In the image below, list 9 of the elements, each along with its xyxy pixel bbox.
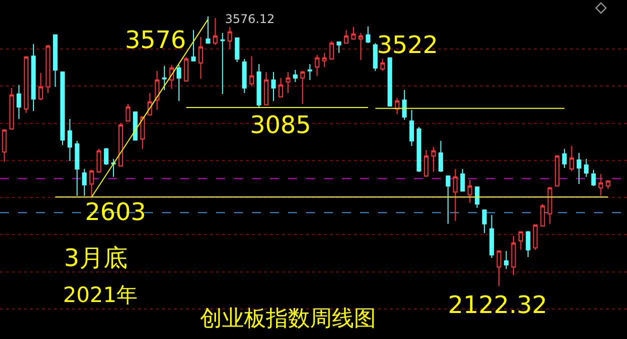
text: 创业板指数周线图 [200, 306, 376, 332]
annotation: 2122.32 [448, 291, 548, 319]
annotation: 2021年 [63, 283, 138, 307]
annotation: 3576 [125, 26, 186, 54]
annotation: 3085 [250, 111, 312, 139]
annotation: 3576.12 [225, 12, 275, 26]
annotation: 3522 [377, 31, 438, 59]
annotation: 2603 [85, 198, 146, 226]
annotation: 3月底 [64, 244, 128, 272]
